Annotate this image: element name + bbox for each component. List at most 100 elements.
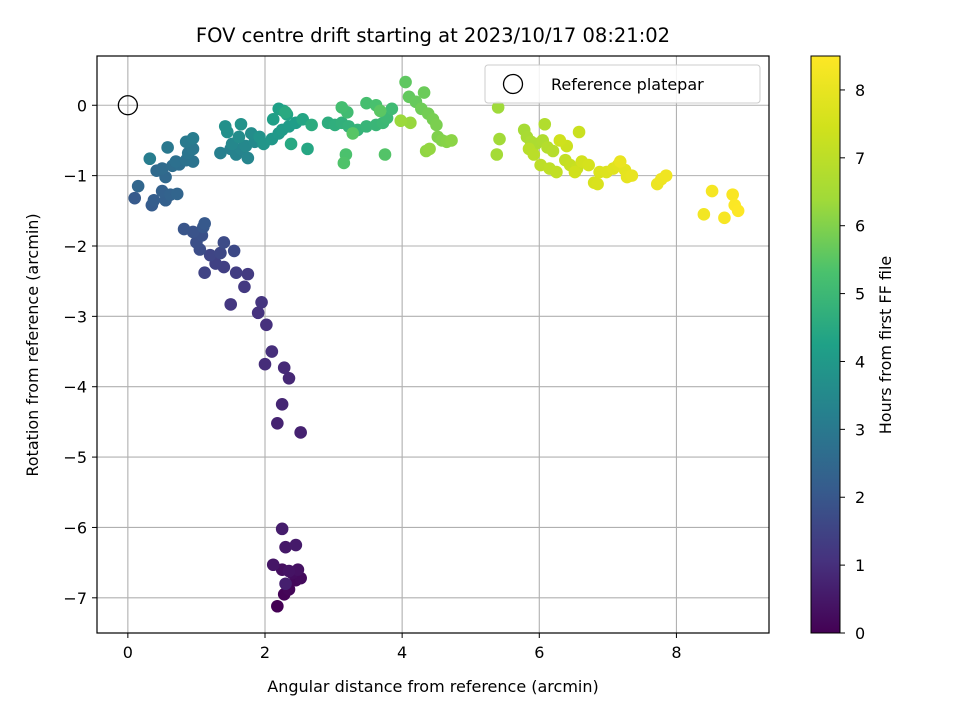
data-point: [346, 127, 360, 140]
data-point: [255, 295, 268, 309]
data-point: [229, 266, 243, 280]
data-point: [718, 211, 731, 225]
data-point: [265, 345, 279, 358]
legend-label-reference: Reference platepar: [551, 75, 704, 94]
y-tick-label: 0: [77, 96, 87, 115]
data-point: [284, 137, 298, 151]
colorbar-tick-label: 3: [855, 420, 865, 439]
data-point: [128, 191, 142, 205]
colorbar-ticks: 0 1 2 3 4 5 6 7 8: [840, 81, 865, 643]
data-point: [238, 280, 251, 294]
data-point: [275, 522, 289, 536]
data-point: [170, 187, 184, 201]
data-point: [258, 357, 272, 371]
x-tick-label: 2: [260, 643, 270, 662]
data-point: [227, 244, 241, 258]
data-point: [266, 113, 280, 126]
plot-frame: [96, 55, 770, 634]
data-point: [275, 398, 289, 411]
data-point: [527, 148, 541, 161]
data-point: [445, 134, 458, 147]
data-point: [337, 156, 351, 170]
legend-box: [484, 64, 761, 104]
data-point: [131, 179, 145, 193]
data-point: [279, 577, 292, 591]
data-point: [260, 318, 273, 332]
grid: [97, 56, 769, 633]
data-point: [169, 155, 183, 168]
data-point: [430, 118, 443, 132]
data-point: [234, 117, 248, 131]
y-tick-label: −1: [63, 167, 87, 186]
data-point: [301, 142, 314, 156]
data-point: [218, 120, 232, 133]
data-points: [128, 75, 745, 613]
data-point: [271, 599, 284, 613]
data-point: [147, 193, 161, 207]
data-point: [568, 165, 582, 179]
data-point: [591, 177, 604, 191]
data-point: [613, 155, 627, 168]
data-point: [378, 148, 392, 161]
data-point: [203, 248, 217, 262]
data-point: [224, 298, 238, 311]
data-point: [705, 184, 719, 198]
x-tick-label: 4: [397, 643, 407, 662]
data-point: [277, 361, 291, 375]
reference-platepar-marker: [117, 95, 139, 116]
data-point: [538, 117, 552, 131]
colorbar-tick-label: 2: [855, 488, 865, 507]
colorbar-tick-label: 7: [855, 149, 865, 168]
data-point: [697, 208, 711, 221]
y-axis-ticks: 0 −1 −2 −3 −4 −5 −6 −7: [63, 96, 97, 608]
x-axis-ticks: 0 2 4 6 8: [123, 633, 682, 662]
data-point: [625, 169, 639, 182]
y-tick-label: −4: [63, 378, 87, 397]
x-tick-label: 0: [123, 643, 133, 662]
data-point: [214, 146, 227, 160]
data-point: [198, 217, 211, 230]
data-point: [217, 236, 231, 249]
data-point: [241, 151, 255, 165]
data-point: [546, 144, 560, 158]
data-point: [399, 75, 412, 89]
data-point: [143, 152, 157, 166]
data-point: [266, 558, 280, 572]
colorbar: [810, 55, 841, 634]
plot-area: [97, 56, 769, 633]
colorbar-title: Hours from first FF file: [876, 256, 895, 435]
data-point: [659, 169, 673, 182]
data-point: [271, 417, 284, 430]
data-point: [177, 222, 191, 236]
data-point: [360, 120, 373, 133]
data-point: [385, 102, 399, 116]
data-point: [731, 204, 745, 218]
data-point: [417, 86, 431, 99]
data-point: [493, 132, 506, 146]
data-point: [550, 165, 563, 179]
y-tick-label: −7: [63, 589, 87, 608]
data-point: [490, 148, 504, 161]
data-point: [423, 142, 436, 156]
colorbar-tick-label: 1: [855, 556, 865, 575]
legend: Reference platepar: [484, 64, 761, 104]
data-point: [214, 246, 227, 260]
data-point: [582, 158, 595, 172]
y-axis-title: Rotation from reference (arcmin): [23, 213, 42, 476]
colorbar-tick-label: 8: [855, 81, 865, 100]
data-point: [404, 116, 417, 130]
colorbar-tick-label: 5: [855, 285, 865, 304]
data-point: [294, 426, 307, 439]
y-tick-label: −6: [63, 518, 87, 537]
legend-marker-open-circle: [502, 73, 524, 95]
data-point: [186, 132, 200, 145]
chart-title: FOV centre drift starting at 2023/10/17 …: [196, 24, 670, 47]
x-axis-title: Angular distance from reference (arcmin): [267, 677, 598, 696]
data-point: [198, 266, 211, 280]
y-tick-label: −5: [63, 448, 87, 467]
colorbar-tick-label: 4: [855, 352, 865, 371]
data-point: [553, 134, 567, 147]
data-point: [335, 101, 349, 114]
data-point: [251, 306, 265, 320]
